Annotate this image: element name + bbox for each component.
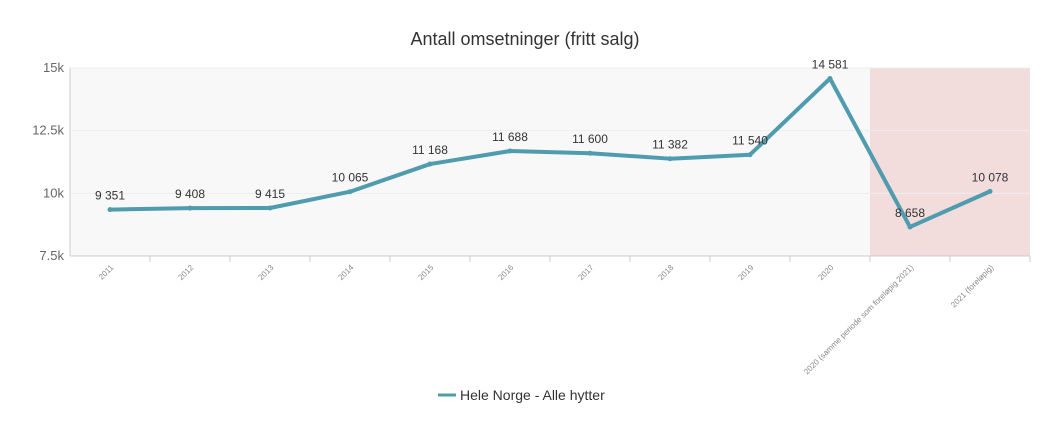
data-label: 10 065 xyxy=(332,171,369,185)
data-label: 11 540 xyxy=(732,134,768,148)
data-label: 11 382 xyxy=(652,138,688,152)
series-line xyxy=(108,76,992,229)
y-axis: 7.5k 10k 12.5k 15k xyxy=(32,60,71,263)
x-tick-label: 2012 xyxy=(176,263,195,282)
data-label: 11 600 xyxy=(572,132,608,146)
legend[interactable]: Hele Norge - Alle hytter xyxy=(438,387,605,403)
data-point xyxy=(507,148,513,154)
data-point xyxy=(827,76,833,82)
x-axis: 2011 2012 2013 2014 2015 2016 2017 2018 2019 2020… xyxy=(70,255,1031,377)
y-tick-label: 10k xyxy=(43,185,64,200)
data-label: 11 688 xyxy=(492,130,528,144)
data-point xyxy=(987,188,993,194)
data-point xyxy=(107,207,113,213)
data-label: 10 078 xyxy=(972,170,1009,184)
data-point xyxy=(267,205,273,211)
data-labels: 9 351 9 408 9 415 10 065 11 168 11 688 11 600 1… xyxy=(95,58,1009,220)
x-tick-label: 2017 xyxy=(576,263,595,282)
data-point xyxy=(187,205,193,211)
series-group xyxy=(107,76,993,230)
x-tick-label: 2021 (foreløpig) xyxy=(949,263,996,310)
x-tick-label: 2019 xyxy=(736,263,755,282)
data-point xyxy=(667,156,673,162)
data-label: 14 581 xyxy=(812,58,849,72)
x-tick-label: 2011 xyxy=(97,263,116,282)
data-point xyxy=(907,224,913,230)
chart-title: Antall omsetninger (fritt salg) xyxy=(410,29,639,49)
plot-band-1 xyxy=(870,68,1030,256)
x-tick-label: 2020 (samme periode som foreløpig 2021) xyxy=(802,263,916,377)
x-tick-label: 2015 xyxy=(416,263,435,282)
y-tick-label: 12.5k xyxy=(32,123,64,138)
data-label: 9 351 xyxy=(95,189,125,203)
data-point xyxy=(587,150,593,156)
data-point xyxy=(747,152,753,158)
y-tick-label: 7.5k xyxy=(39,248,64,263)
x-tick-label: 2016 xyxy=(496,263,515,282)
x-tick-label: 2013 xyxy=(256,263,275,282)
data-label: 11 168 xyxy=(412,143,448,157)
x-tick-label: 2018 xyxy=(656,263,675,282)
y-tick-label: 15k xyxy=(43,60,64,75)
legend-label[interactable]: Hele Norge - Alle hytter xyxy=(460,387,605,403)
data-point xyxy=(347,189,353,195)
data-label: 8 658 xyxy=(895,206,925,220)
plot-bands xyxy=(70,68,1030,256)
x-tick-label: 2020 xyxy=(816,263,835,282)
data-label: 9 408 xyxy=(175,187,205,201)
data-label: 9 415 xyxy=(255,187,285,201)
x-tick-label: 2014 xyxy=(336,263,355,282)
data-point xyxy=(427,161,433,167)
plot-band-0 xyxy=(70,68,870,256)
